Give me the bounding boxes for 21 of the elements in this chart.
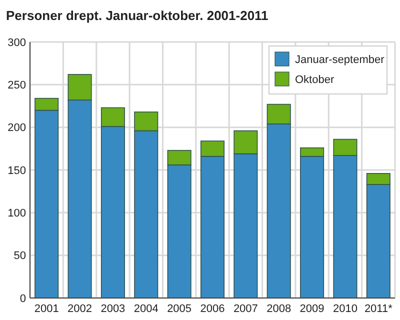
- x-tick-label: 2009: [300, 303, 324, 315]
- x-tick-label: 2008: [266, 303, 292, 315]
- y-tick-label: 250: [8, 80, 26, 92]
- x-tick-label: 2010: [332, 303, 358, 315]
- chart-title: Personer drept. Januar-oktober. 2001-2011: [6, 8, 268, 23]
- x-tick-label: 2007: [233, 303, 258, 315]
- x-tick-label: 2005: [167, 303, 192, 315]
- y-tick-label: 150: [8, 164, 26, 177]
- x-tick-label: 2002: [68, 303, 92, 315]
- y-tick-label: 300: [8, 36, 26, 49]
- y-tick-label: 0: [20, 292, 26, 305]
- x-tick-label: 2011*: [364, 303, 394, 315]
- y-tick-label: 200: [8, 122, 26, 134]
- x-tick-label: 2001: [34, 303, 59, 315]
- x-tick-label: 2004: [134, 303, 158, 315]
- legend-label: Oktober: [295, 74, 334, 86]
- x-tick-label: 2003: [100, 303, 126, 315]
- y-tick-label: 50: [14, 250, 26, 262]
- legend-label: Januar-september: [295, 54, 385, 66]
- x-tick-label: 2006: [200, 303, 225, 315]
- y-tick-label: 100: [8, 208, 26, 220]
